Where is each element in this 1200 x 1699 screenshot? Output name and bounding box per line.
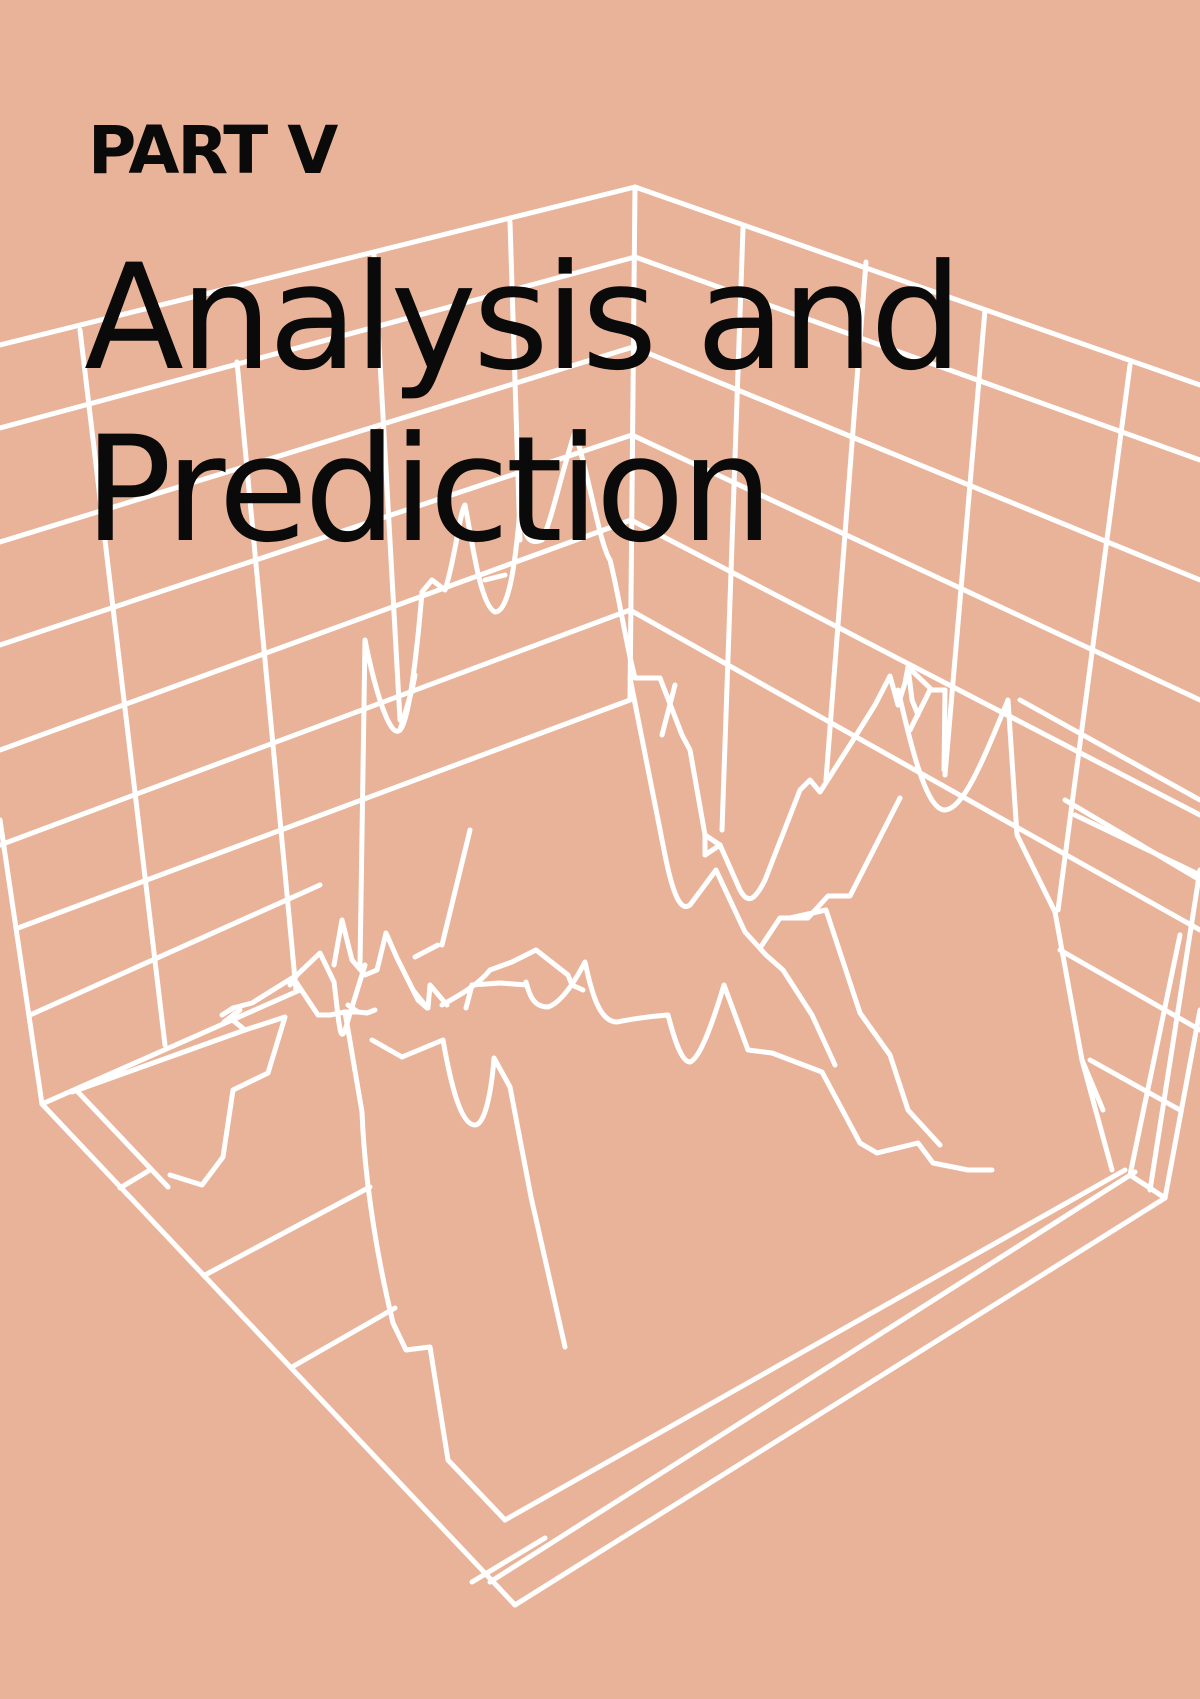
floor-front-edge: [512, 1195, 1168, 1608]
title-line-1: Analysis and: [84, 233, 963, 403]
surface-ridge-1: [357, 429, 948, 968]
floor-left-edge: [39, 1101, 518, 1608]
title-line-2: Prediction: [84, 405, 773, 575]
part-title: Analysis and Prediction: [84, 232, 963, 576]
surface-ridge-2: [895, 687, 1115, 1173]
part-label: PART V: [88, 112, 338, 189]
wireframe-lines: [0, 184, 1200, 1608]
surface-ridge-4: [293, 979, 508, 1523]
